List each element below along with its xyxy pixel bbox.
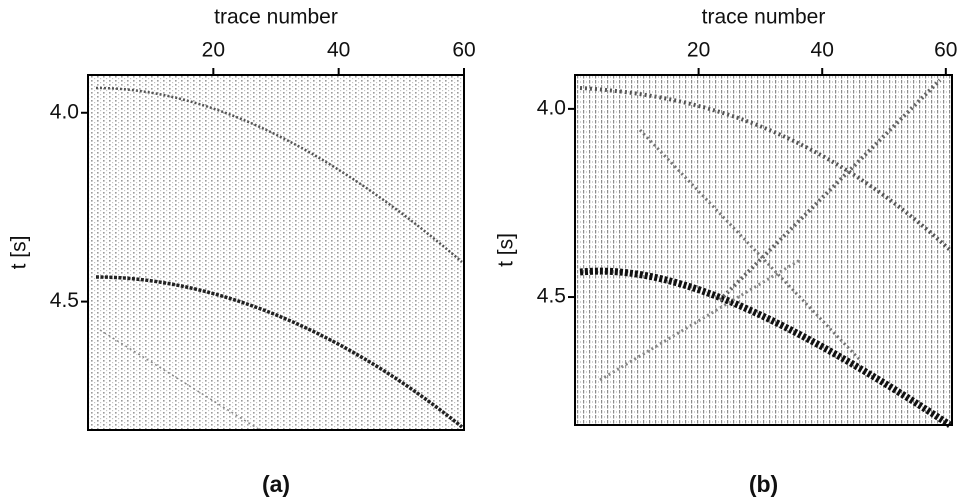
y-tick-label: 4.5 [50, 289, 79, 312]
y-tick-label: 4.0 [537, 96, 566, 119]
x-axis-label: trace number [214, 6, 338, 29]
plot-frame [574, 74, 953, 426]
x-tick-label: 20 [202, 39, 225, 62]
panel-a: trace number t [s] (a) 20 40 60 4.0 4.5 [8, 6, 476, 498]
caption: (a) [262, 471, 290, 497]
x-axis-label: trace number [702, 6, 826, 29]
event [579, 267, 952, 428]
y-tick-label: 4.0 [50, 100, 79, 123]
plot-frame [87, 74, 465, 431]
event [95, 86, 463, 263]
x-tick-label: 60 [452, 39, 475, 62]
x-tick-label: 20 [687, 39, 710, 62]
panel-b: trace number t [s] (b) 20 40 60 4.0 4.5 [495, 6, 958, 498]
event [718, 78, 942, 302]
event [579, 86, 952, 252]
event [638, 128, 862, 362]
event [99, 329, 261, 431]
trace-texture [575, 75, 952, 425]
trace-texture [88, 75, 464, 430]
x-tick-label: 40 [327, 39, 350, 62]
caption: (b) [749, 471, 778, 497]
x-tick-label: 60 [934, 39, 957, 62]
y-axis-label: t [s] [8, 236, 31, 270]
y-axis-label: t [s] [495, 233, 518, 267]
event [95, 275, 464, 429]
event [599, 258, 801, 382]
x-tick-label: 40 [811, 39, 834, 62]
y-tick-label: 4.5 [537, 285, 566, 308]
